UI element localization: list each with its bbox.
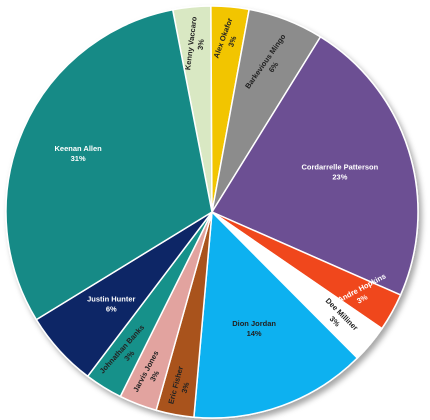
label-value-dion-jordan: 14% (247, 329, 262, 338)
slice-keenan-allen (5, 8, 213, 321)
label-value-justin-hunter: 6% (106, 304, 117, 313)
slice-dion-jordan (193, 210, 359, 419)
label-name-keenan-allen: Keenan Allen (55, 144, 103, 153)
label-name-dion-jordan: Dion Jordan (232, 319, 276, 328)
label-name-cordarrelle-patterson: Cordarrelle Patterson (301, 163, 378, 172)
label-name-justin-hunter: Justin Hunter (87, 294, 135, 303)
label-value-keenan-allen: 31% (71, 154, 86, 163)
label-value-cordarrelle-patterson: 23% (332, 173, 347, 182)
label-value-eric-fisher: 3% (180, 381, 192, 394)
slice-cordarrelle-patterson (210, 35, 419, 296)
pie-slices (5, 5, 419, 419)
label-value-kenny-vaccaro: 3% (196, 38, 206, 50)
label-value-alex-okafor: 3% (226, 35, 238, 49)
